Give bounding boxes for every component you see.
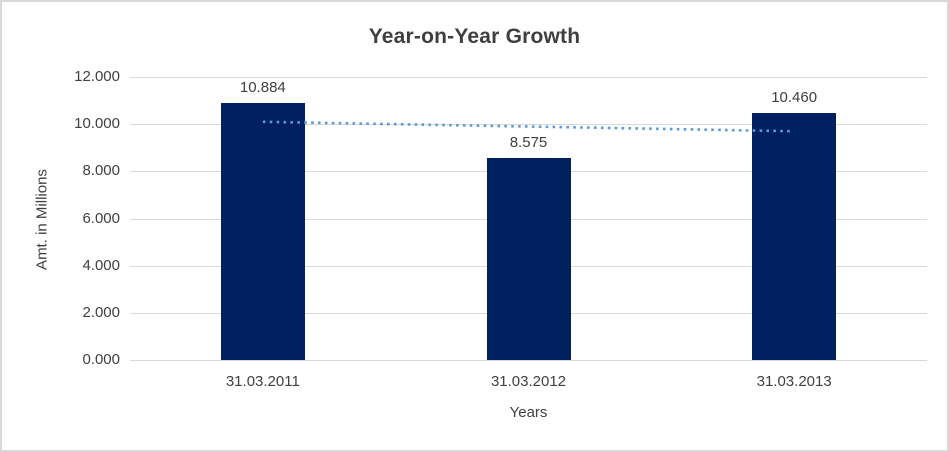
plot-area: 10.884 8.575 10.460 [130, 77, 927, 361]
gridline-10.000 [130, 124, 927, 126]
gridline-12.000 [130, 77, 927, 78]
bar-31.03.2012 [486, 157, 571, 360]
y-tick-label: 12.000 [74, 68, 120, 85]
y-axis-title: Amt. in Millions [33, 169, 51, 270]
gridline-0.000 [130, 360, 927, 361]
y-tick-label: 0.000 [82, 351, 120, 368]
y-tick-label: 4.000 [82, 256, 120, 274]
x-tick-label: 31.03.2012 [490, 373, 567, 390]
y-tick-label: 6.000 [82, 209, 120, 227]
x-axis-title: Years [509, 404, 548, 421]
bar-value-label: 10.460 [771, 89, 818, 107]
y-tick-label: 10.000 [74, 115, 120, 133]
trendline [262, 120, 795, 133]
x-tick-label: 31.03.2013 [756, 373, 832, 390]
y-tick-label: 2.000 [82, 303, 120, 321]
trendline-path [262, 120, 795, 133]
chart-title: Year-on-Year Growth [368, 25, 581, 48]
bar-31.03.2013 [752, 113, 837, 360]
bar-value-label: 8.575 [509, 133, 548, 151]
y-tick-label: 8.000 [82, 162, 120, 180]
x-tick-label: 31.03.2011 [225, 373, 300, 390]
bar-31.03.2011 [220, 103, 305, 360]
bar-value-label: 10.884 [239, 79, 286, 97]
